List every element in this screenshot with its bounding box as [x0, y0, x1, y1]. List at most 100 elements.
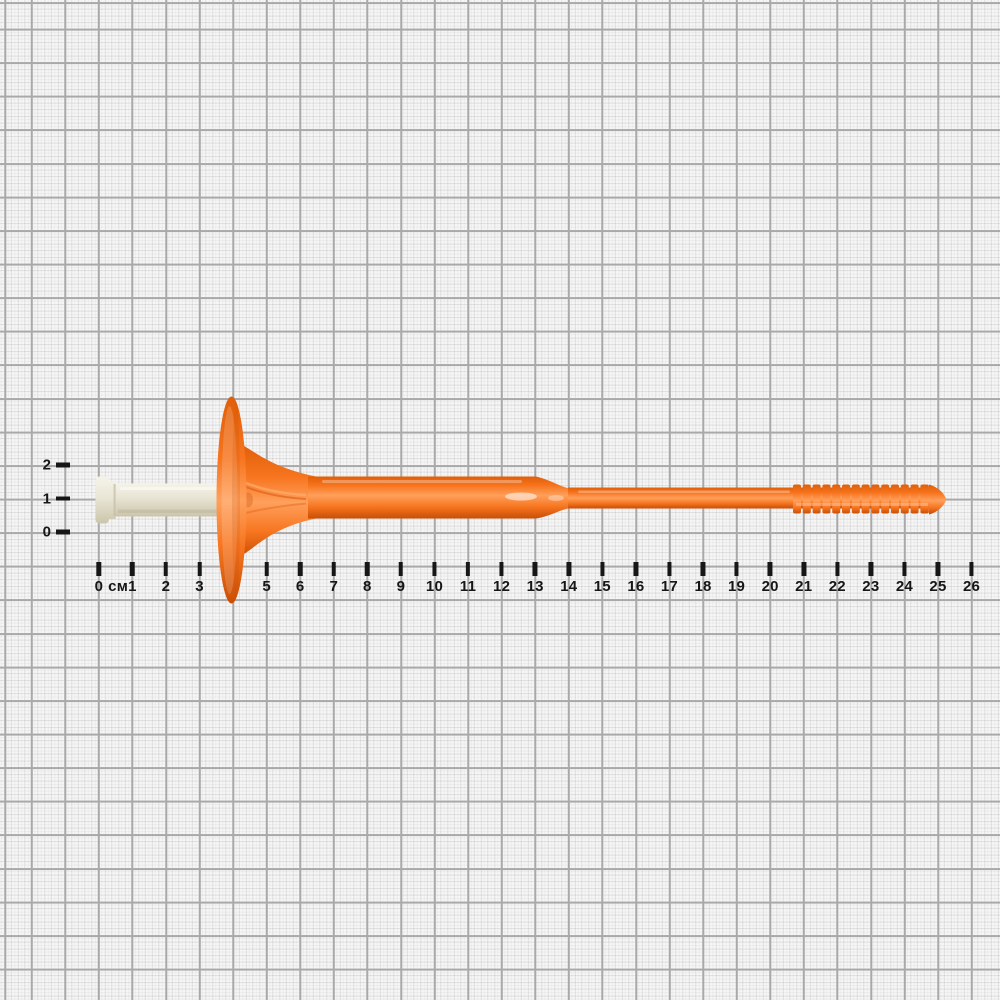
ruler-tick-v-2: 2 [14, 458, 70, 473]
ruler-tick-21: 21 [795, 562, 812, 594]
tick-mark [767, 562, 773, 576]
tick-mark [801, 562, 806, 576]
tick-label: 12 [493, 578, 511, 595]
ruler-tick-2: 2 [162, 562, 171, 594]
tick-label: 19 [728, 578, 746, 595]
ruler-tick-9: 9 [397, 562, 406, 594]
tick-label: 11 [459, 578, 477, 595]
tick-mark [868, 562, 874, 576]
ruler-tick-16: 16 [627, 562, 644, 594]
tick-mark [264, 562, 269, 576]
ruler-tick-8: 8 [363, 562, 372, 594]
tick-mark [935, 562, 941, 576]
ruler-tick-17: 17 [661, 562, 678, 594]
tick-mark [633, 562, 639, 576]
tick-label: 16 [627, 578, 645, 595]
tick-label: 1 [42, 490, 51, 508]
tick-label: 25 [929, 578, 947, 595]
ruler-tick-v-1: 1 [14, 491, 70, 506]
ruler-tick-12: 12 [493, 562, 510, 594]
ruler-tick-0: 0 см [82, 562, 128, 594]
tick-mark [398, 562, 404, 576]
tick-label: 0 [42, 523, 51, 541]
tick-label: 6 [295, 578, 305, 595]
ruler-tick-6: 6 [296, 562, 305, 594]
tick-label: 21 [795, 578, 813, 595]
anchor-funnel [236, 443, 316, 557]
tick-label: 24 [895, 578, 913, 595]
ruler-tick-13: 13 [527, 562, 544, 594]
tick-mark [56, 529, 70, 535]
anchor-shaft [568, 487, 808, 509]
ruler-tick-22: 22 [829, 562, 846, 594]
tick-label: 17 [660, 578, 678, 595]
tick-label: 26 [962, 578, 981, 595]
tick-mark [130, 562, 135, 576]
ruler-tick-19: 19 [728, 562, 745, 594]
anchor-ribbed-tip [790, 484, 947, 515]
tick-label: 14 [560, 578, 578, 595]
tick-label: 8 [363, 578, 372, 595]
ruler-tick-24: 24 [896, 562, 913, 594]
tick-label: 20 [761, 578, 779, 595]
anchor-disc [216, 396, 247, 604]
tick-mark [297, 562, 303, 576]
tick-mark [465, 562, 471, 576]
plastic-nail [95, 476, 235, 524]
tick-mark [163, 562, 169, 576]
ruler-tick-10: 10 [426, 562, 443, 594]
ruler-tick-25: 25 [929, 562, 946, 594]
tick-label: 3 [195, 578, 204, 595]
tick-mark [667, 562, 672, 576]
nail-head [95, 476, 109, 524]
anchor-point [929, 484, 947, 515]
tick-label: 9 [396, 578, 406, 595]
tick-mark [96, 562, 102, 576]
anchor-barrel [308, 476, 572, 519]
tick-mark [432, 562, 437, 576]
ruler-tick-20: 20 [762, 562, 779, 594]
tick-mark [499, 562, 504, 576]
ruler-tick-7: 7 [329, 562, 338, 594]
tick-mark [566, 562, 571, 576]
ruler-tick-1: 1 [128, 562, 137, 594]
tick-mark [700, 562, 706, 576]
tick-label: 18 [694, 578, 712, 595]
ruler-tick-14: 14 [560, 562, 577, 594]
tick-mark [969, 562, 974, 576]
tick-mark [56, 496, 70, 501]
ruler-tick-11: 11 [460, 562, 476, 594]
ruler-tick-18: 18 [694, 562, 711, 594]
tick-mark [365, 562, 370, 576]
ruler-tick-3: 3 [195, 562, 204, 594]
tick-mark [532, 562, 538, 576]
tick-label: 22 [828, 578, 846, 595]
ruler-tick-15: 15 [594, 562, 611, 594]
ruler-tick-23: 23 [862, 562, 879, 594]
tick-mark [835, 562, 840, 576]
tick-mark [197, 562, 202, 576]
tick-label: 5 [262, 578, 271, 595]
tick-label: 7 [329, 578, 339, 595]
unit-label: см [108, 578, 128, 595]
ruler-tick-v-0: 0 [14, 525, 70, 540]
tick-label: 13 [526, 578, 544, 595]
tick-label: 10 [425, 578, 444, 595]
tick-mark [734, 562, 739, 576]
tick-label: 15 [593, 578, 611, 595]
ruler-tick-26: 26 [963, 562, 980, 594]
tick-mark [902, 562, 907, 576]
tick-label: 0 см [94, 578, 128, 595]
tick-mark [331, 562, 337, 576]
tick-label: 2 [161, 578, 171, 595]
tick-mark [56, 462, 70, 468]
tick-label: 2 [42, 456, 51, 474]
tick-label: 1 [128, 578, 137, 595]
ruler-tick-5: 5 [262, 562, 271, 594]
tick-mark [600, 562, 605, 576]
tick-label: 23 [862, 578, 880, 595]
